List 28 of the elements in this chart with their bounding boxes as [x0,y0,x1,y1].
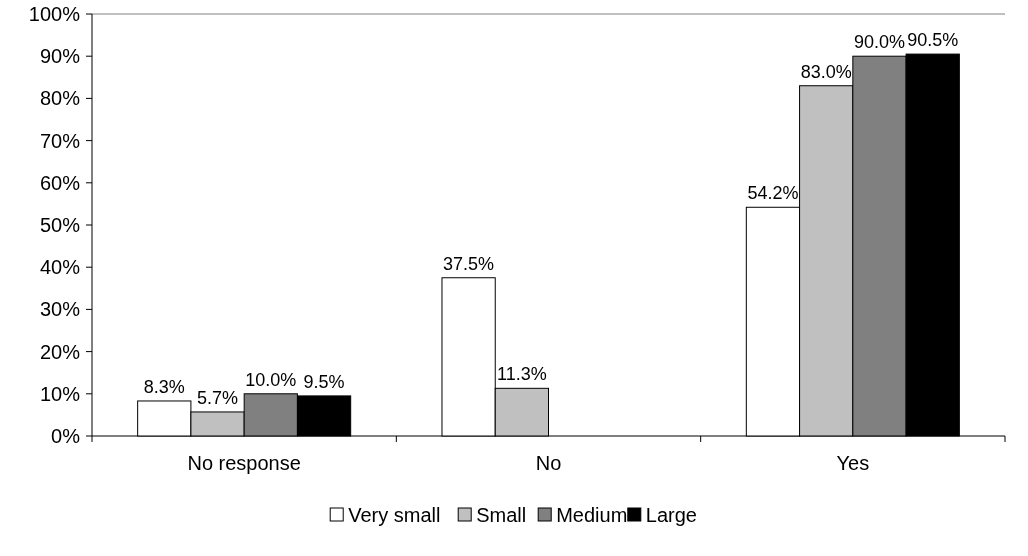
y-tick-label: 80% [39,87,81,110]
y-tick-label: 50% [39,214,81,236]
legend-label: Medium [556,504,628,526]
y-tick-label: 90% [39,45,81,68]
y-tick-label: 70% [39,129,81,152]
data-label: 10.0% [245,369,297,390]
legend-label: Very small [348,504,441,526]
legend-label: Large [645,504,697,526]
legend-label: Small [476,504,527,526]
y-tick-label: 30% [39,298,81,321]
y-tick-label: 20% [39,340,81,363]
y-tick-label: 10% [39,382,81,405]
data-label: 11.3% [497,364,547,385]
data-label: 83.0% [800,61,852,82]
x-tick-label: No response [187,452,301,474]
data-label: 37.5% [443,253,495,274]
x-tick-label: No [535,452,562,474]
data-label: 5.7% [197,387,239,408]
data-label: 90.5% [907,30,959,51]
y-tick-label: 100% [28,3,81,25]
y-tick-label: 40% [39,256,81,279]
x-tick-label: Yes [836,452,870,474]
y-tick-label: 60% [39,171,81,194]
data-label: 90.0% [853,32,905,53]
data-label: 8.3% [143,376,185,397]
y-tick-label: 0% [51,425,81,447]
data-label: 54.2% [747,183,799,204]
data-label: 9.5% [303,371,345,392]
